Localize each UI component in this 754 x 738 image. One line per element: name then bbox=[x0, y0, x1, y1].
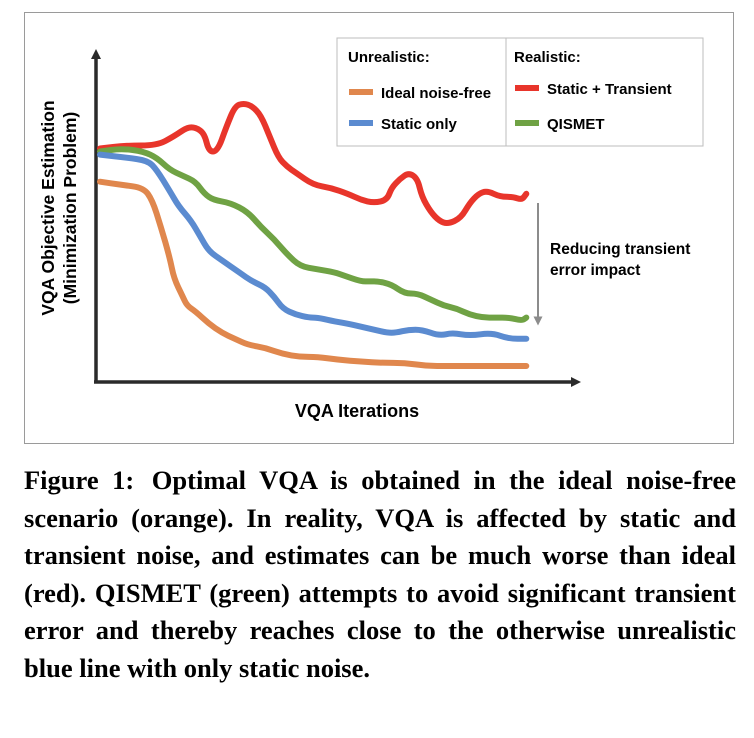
annotation-text-line1: Reducing transient bbox=[550, 241, 690, 258]
legend-box bbox=[336, 37, 704, 147]
figure-caption: Figure 1: Optimal VQA is obtained in the… bbox=[24, 462, 736, 687]
legend-label-ideal-noise-free: Ideal noise-free bbox=[381, 85, 491, 102]
legend: Unrealistic: Realistic: Ideal noise-free… bbox=[336, 37, 704, 147]
legend-label-qismet: QISMET bbox=[547, 116, 605, 133]
chart: VQA Objective Estimation (Minimization P… bbox=[38, 37, 704, 421]
series-line-qismet bbox=[97, 146, 530, 323]
legend-label-static-transient: Static + Transient bbox=[547, 81, 672, 98]
caption-text: Optimal VQA is obtained in the ideal noi… bbox=[24, 465, 736, 683]
legend-label-static-only: Static only bbox=[381, 116, 458, 133]
series-line-ideal-noise-free bbox=[97, 178, 530, 369]
x-axis-label: VQA Iterations bbox=[295, 401, 419, 421]
legend-header-realistic: Realistic: bbox=[514, 49, 581, 66]
caption-label: Figure 1: bbox=[24, 465, 135, 495]
y-axis-label-line2: (Minimization Problem) bbox=[60, 112, 80, 305]
series-lines bbox=[97, 100, 530, 369]
y-axis-label-line1: VQA Objective Estimation bbox=[38, 100, 58, 315]
series-line-static-only bbox=[97, 151, 530, 342]
legend-header-unrealistic: Unrealistic: bbox=[348, 49, 430, 66]
series-line-static-transient bbox=[97, 100, 530, 226]
annotation-text-line2: error impact bbox=[550, 262, 640, 279]
